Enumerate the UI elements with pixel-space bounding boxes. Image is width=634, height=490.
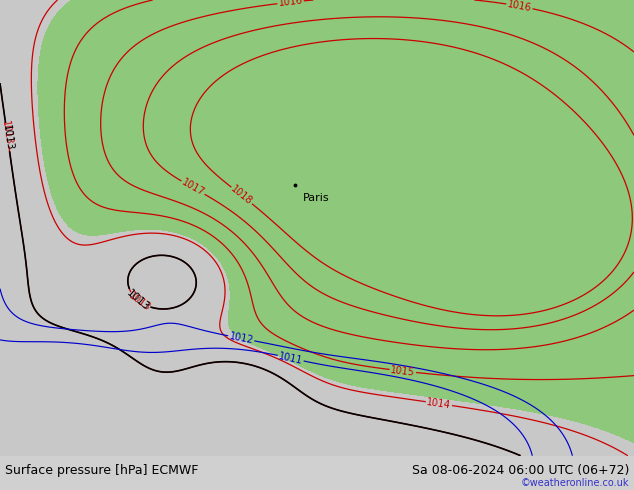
Text: 1013: 1013 bbox=[1, 123, 15, 151]
Text: 1015: 1015 bbox=[390, 365, 416, 377]
Text: Sa 08-06-2024 06:00 UTC (06+72): Sa 08-06-2024 06:00 UTC (06+72) bbox=[411, 465, 629, 477]
Text: ©weatheronline.co.uk: ©weatheronline.co.uk bbox=[521, 478, 629, 488]
Text: 1011: 1011 bbox=[278, 351, 304, 366]
Text: 1014: 1014 bbox=[426, 397, 452, 410]
Text: 1017: 1017 bbox=[180, 177, 206, 198]
Text: 1013: 1013 bbox=[125, 288, 151, 313]
Text: Paris: Paris bbox=[302, 193, 329, 203]
Text: 1013: 1013 bbox=[127, 291, 153, 313]
Text: 1013: 1013 bbox=[0, 120, 13, 146]
Text: Surface pressure [hPa] ECMWF: Surface pressure [hPa] ECMWF bbox=[5, 465, 198, 477]
Text: 1012: 1012 bbox=[228, 331, 254, 345]
Text: 1016: 1016 bbox=[278, 0, 303, 8]
Text: 1016: 1016 bbox=[507, 0, 533, 13]
Text: 1018: 1018 bbox=[229, 184, 254, 207]
